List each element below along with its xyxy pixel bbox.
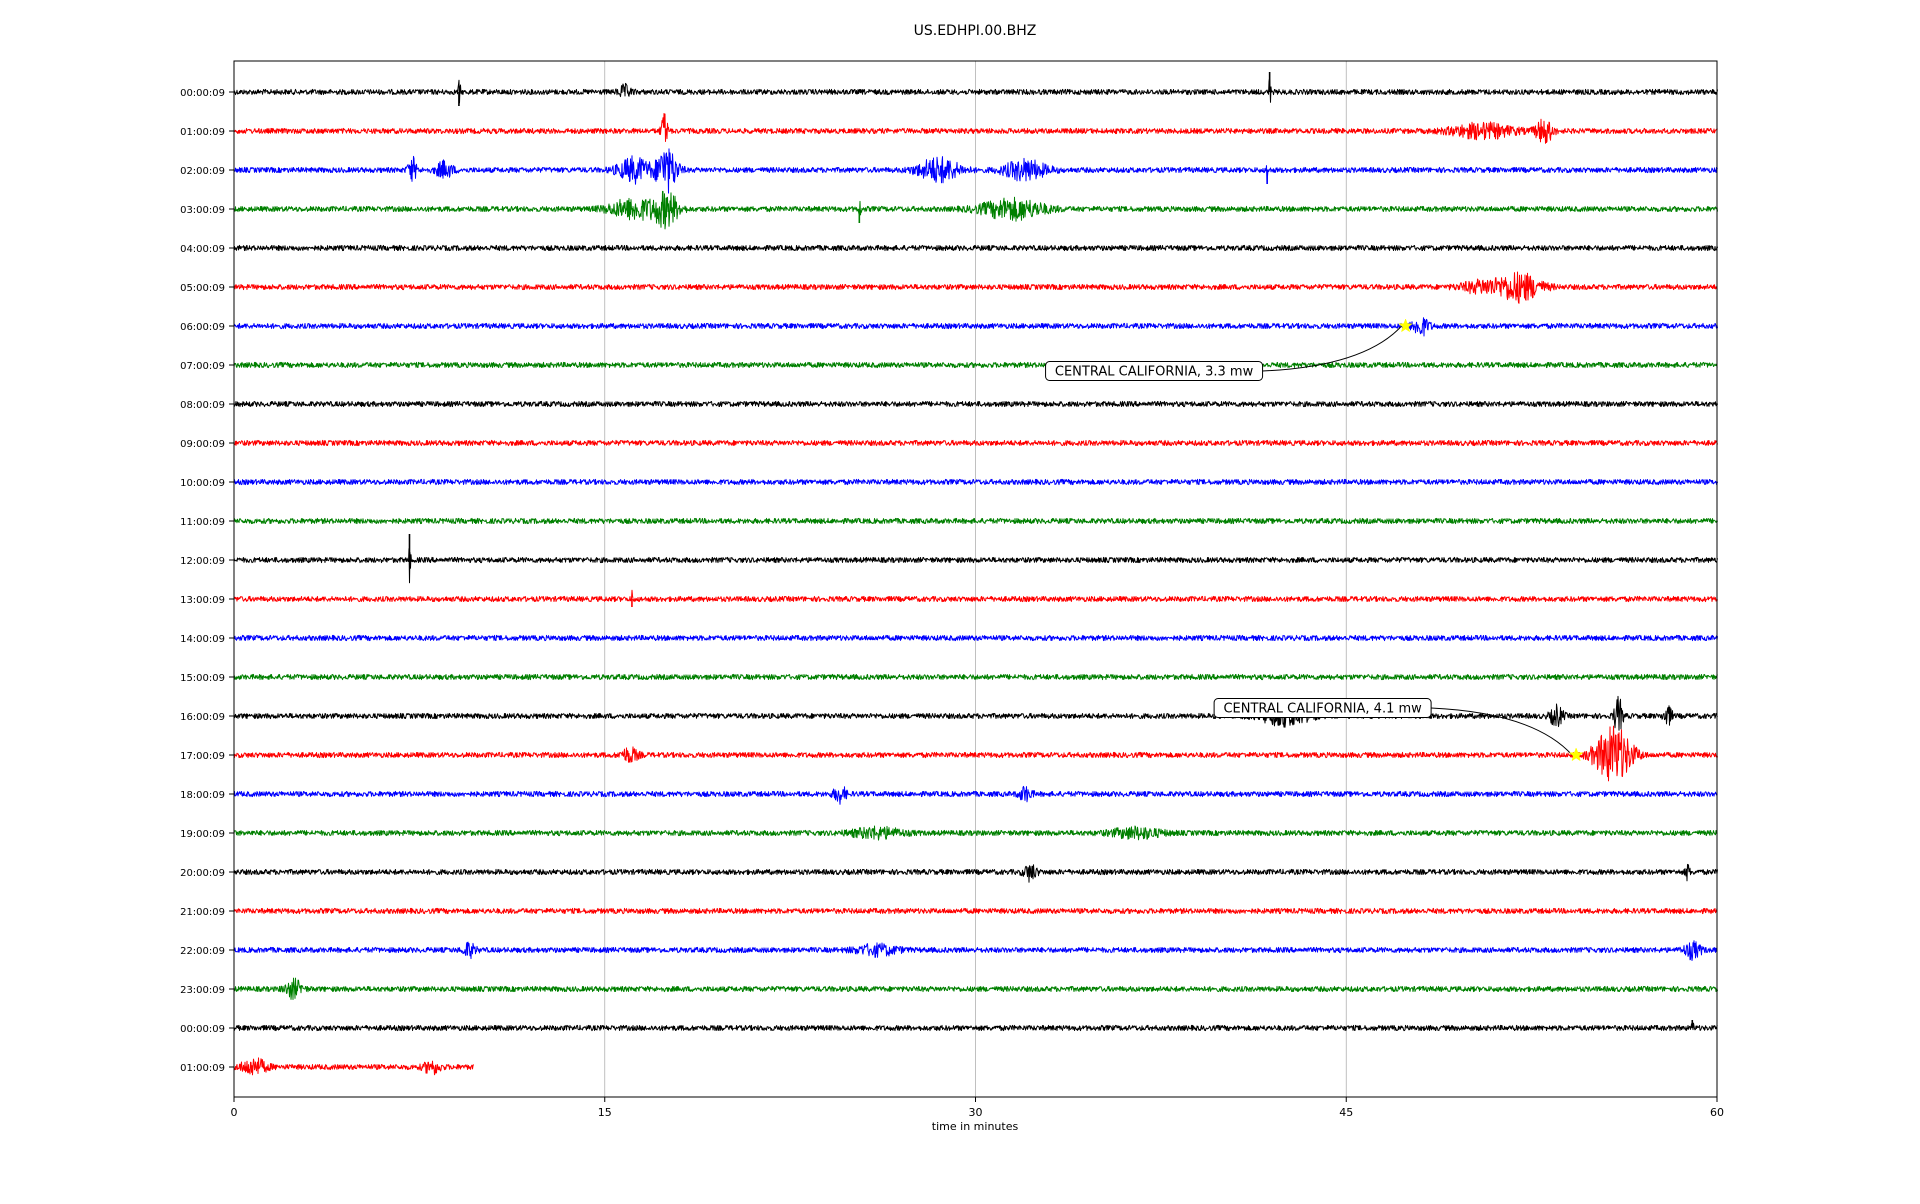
x-tick-label: 0 [231, 1106, 238, 1119]
trace-line [233, 1057, 474, 1076]
row-time-label: 22:00:09 [180, 946, 225, 957]
trace-line [233, 317, 1718, 337]
trace-line [233, 863, 1718, 883]
trace-line [233, 361, 1718, 369]
grid-lines [604, 61, 1347, 1097]
trace-line [233, 113, 1718, 144]
trace-line [233, 517, 1718, 525]
row-time-label: 08:00:09 [180, 400, 225, 411]
row-time-label: 11:00:09 [180, 517, 225, 528]
row-time-label: 19:00:09 [180, 829, 225, 840]
row-time-label: 23:00:09 [180, 985, 225, 996]
x-axis-label: time in minutes [932, 1120, 1019, 1133]
chart-title: US.EDHPI.00.BHZ [914, 23, 1037, 39]
trace-line [233, 977, 1718, 1000]
x-axis-ticks: 0 15 30 45 60 [231, 1097, 1724, 1119]
trace-line [233, 190, 1718, 230]
trace-line [233, 271, 1718, 304]
annotation-box [1213, 698, 1432, 718]
row-time-label: 00:00:09 [180, 1024, 225, 1035]
row-time-label: 03:00:09 [180, 205, 225, 216]
trace-line [233, 400, 1718, 408]
row-time-labels: 00:00:09 01:00:09 02:00:09 03:00:09 04:00:09… [180, 88, 234, 1074]
row-time-label: 10:00:09 [180, 478, 225, 489]
row-time-label: 21:00:09 [180, 907, 225, 918]
x-tick-label: 45 [1339, 1106, 1353, 1119]
row-time-label: 13:00:09 [180, 595, 225, 606]
annotation-label: CENTRAL CALIFORNIA, 3.3 mw [1055, 365, 1254, 380]
event-star-icon [1398, 318, 1413, 333]
trace-line [233, 634, 1718, 642]
trace-line [233, 439, 1718, 447]
row-time-label: 14:00:09 [180, 634, 225, 645]
trace-line [233, 589, 1718, 603]
row-time-label: 17:00:09 [180, 751, 225, 762]
row-time-label: 16:00:09 [180, 712, 225, 723]
trace-line [233, 1022, 1718, 1032]
annotation-connector [1431, 707, 1573, 756]
trace-line [233, 548, 1718, 584]
x-tick-label: 30 [969, 1106, 983, 1119]
trace-line [233, 940, 1718, 961]
annotation-box [1045, 361, 1264, 381]
row-time-label: 05:00:09 [180, 283, 225, 294]
event-star-icon [1568, 747, 1584, 762]
row-time-label: 06:00:09 [180, 322, 225, 333]
row-time-label: 18:00:09 [180, 790, 225, 801]
trace-line [233, 244, 1718, 252]
row-time-label: 15:00:09 [180, 673, 225, 684]
row-time-label: 01:00:09 [180, 1063, 225, 1074]
trace-line [233, 907, 1718, 915]
trace-line [233, 785, 1718, 805]
row-time-label: 00:00:09 [180, 88, 225, 99]
trace-line [233, 695, 1718, 731]
x-tick-label: 15 [598, 1106, 612, 1119]
seismic-traces [233, 72, 1718, 1076]
row-time-label: 01:00:09 [180, 127, 225, 138]
annotation-label: CENTRAL CALIFORNIA, 4.1 mw [1223, 702, 1422, 717]
trace-line [233, 78, 1718, 104]
trace-line [233, 148, 1718, 194]
trace-line [233, 478, 1718, 486]
row-time-label: 20:00:09 [180, 868, 225, 879]
row-time-label: 12:00:09 [180, 556, 225, 567]
row-time-label: 02:00:09 [180, 166, 225, 177]
row-time-label: 04:00:09 [180, 244, 225, 255]
trace-line [233, 673, 1718, 681]
annotation-connector [1262, 325, 1402, 372]
event-annotations: CENTRAL CALIFORNIA, 3.3 mw CENTRAL CALIFO… [1045, 318, 1584, 762]
row-time-label: 09:00:09 [180, 439, 225, 450]
row-time-label: 07:00:09 [180, 361, 225, 372]
trace-line [233, 825, 1718, 841]
trace-line [233, 725, 1718, 782]
x-tick-label: 60 [1710, 1106, 1724, 1119]
